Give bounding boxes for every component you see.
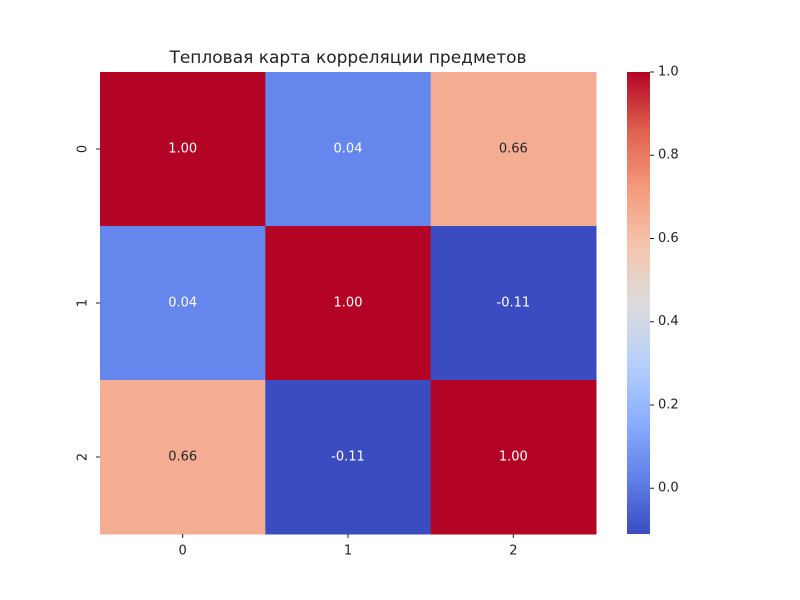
heatmap-cell (430, 72, 597, 227)
chart-title: Тепловая карта корреляции предметов (168, 48, 526, 68)
x-tick-label: 1 (344, 544, 352, 559)
cell-label: 1.00 (168, 142, 197, 157)
cell-label: 1.00 (499, 450, 528, 465)
y-tick-label: 0 (76, 145, 91, 153)
heatmap-cell (265, 380, 432, 535)
y-tick-label: 2 (76, 453, 91, 461)
colorbar-tick-label: 1.0 (658, 65, 679, 80)
heatmap-cell (430, 380, 597, 535)
x-tick-label: 0 (179, 544, 187, 559)
cell-label: -0.11 (497, 296, 531, 311)
heatmap-cell (430, 226, 597, 381)
cell-label: 0.04 (168, 296, 197, 311)
x-tick-label: 2 (509, 544, 517, 559)
colorbar-tick-label: 0.8 (658, 148, 679, 163)
colorbar-tick-label: 0.6 (658, 231, 679, 246)
cell-label: 0.66 (168, 450, 197, 465)
heatmap-cell (265, 226, 432, 381)
y-tick-label: 1 (76, 299, 91, 307)
heatmap-cell (265, 72, 432, 227)
cell-label: 0.66 (499, 142, 528, 157)
cell-label: 1.00 (334, 296, 363, 311)
colorbar (627, 72, 650, 534)
colorbar-tick-label: 0.2 (658, 397, 679, 412)
colorbar-tick-label: 0.0 (658, 481, 679, 496)
cell-label: 0.04 (334, 142, 363, 157)
cell-label: -0.11 (331, 450, 365, 465)
heatmap-cell (100, 380, 266, 535)
heatmap-cell (100, 226, 266, 381)
colorbar-tick-label: 0.4 (658, 314, 679, 329)
heatmap-cell (100, 72, 266, 227)
